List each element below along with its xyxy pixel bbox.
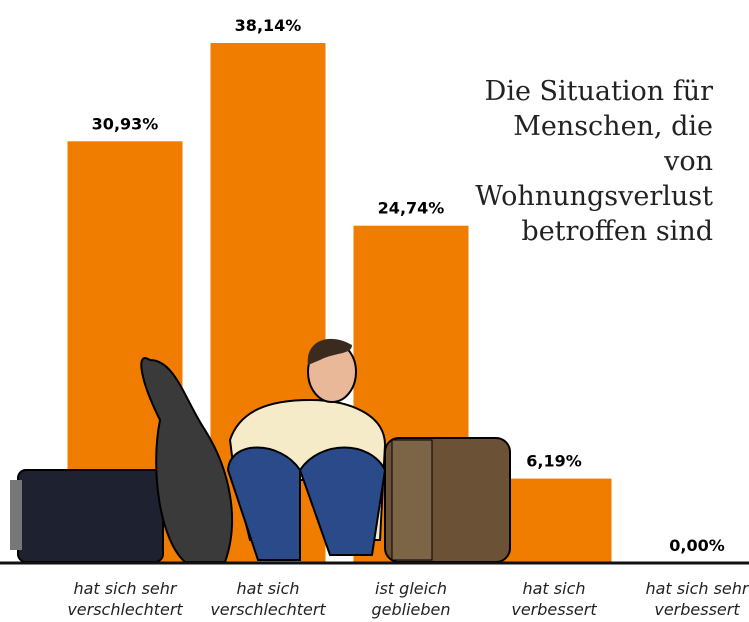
x-tick-label: hat sich verschlechtert [205,578,331,620]
value-label: 0,00% [669,536,725,555]
chart: 30,93% 38,14% 24,74% 6,19% 0,00% Die Situati… [0,0,749,622]
value-label: 38,14% [235,16,302,35]
value-label: 30,93% [92,114,159,133]
value-label: 24,74% [378,199,445,218]
x-tick-label: ist gleich geblieben [348,578,474,620]
suitcase-dark [18,470,163,562]
bar [497,479,612,563]
x-tick-label: hat sich verbessert [491,578,617,620]
x-tick-label: hat sich sehr verschlechtert [62,578,188,620]
x-tick-label: hat sich sehr verbessert [634,578,749,620]
chart-title: Die Situation für Menschen, die von Wohn… [463,74,713,249]
value-label: 6,19% [526,452,582,471]
suitcase-handle [10,480,22,550]
suitcase-side [392,440,432,560]
